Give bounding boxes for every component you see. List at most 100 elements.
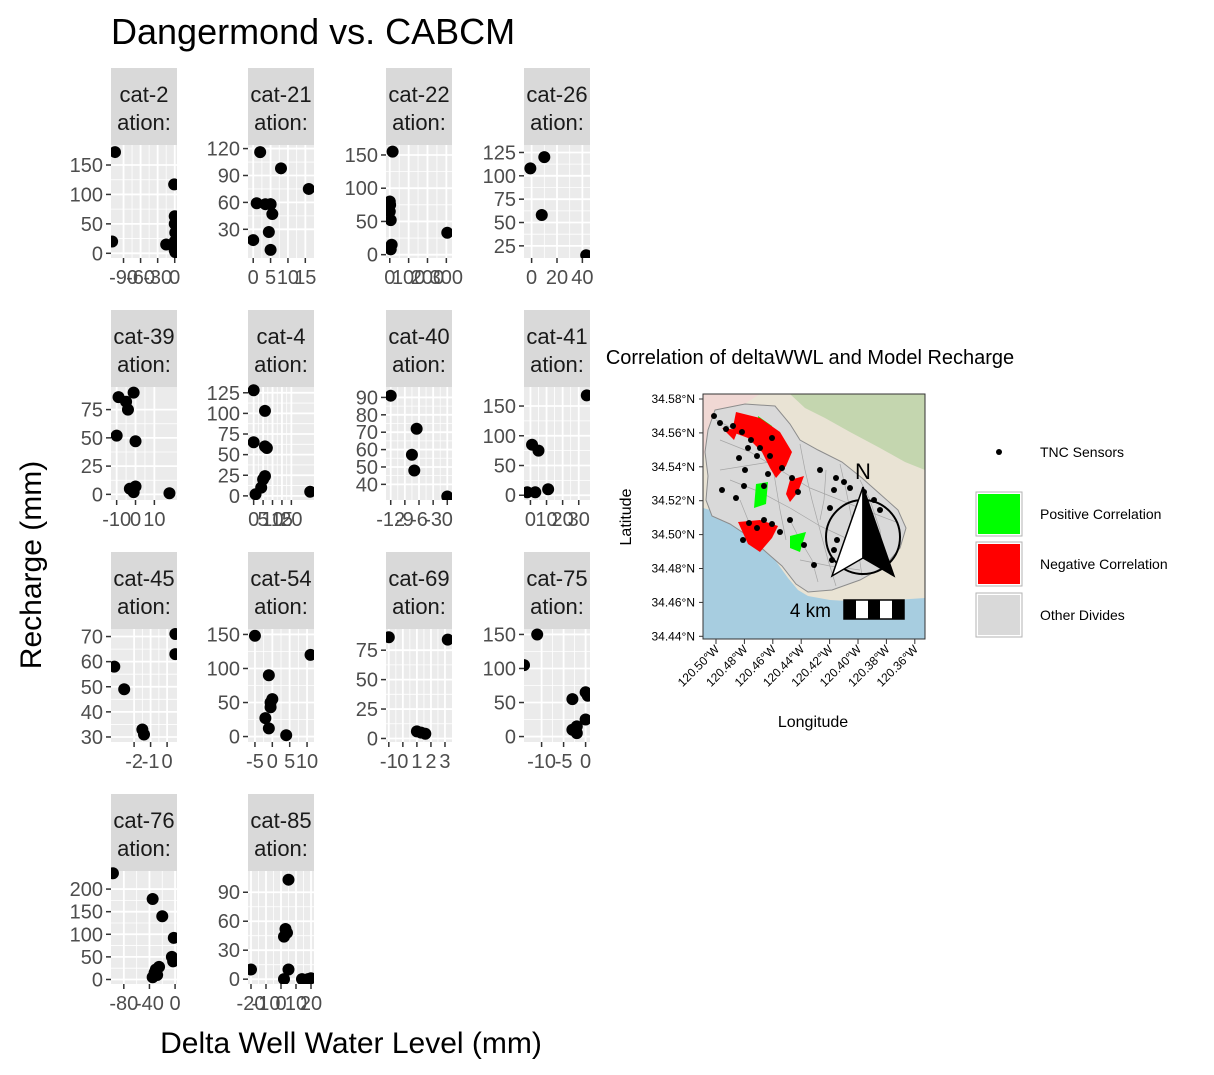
- y-tick-label: 150: [207, 624, 240, 646]
- x-tick-label: 0: [170, 993, 181, 1015]
- tnc-sensor-point: [779, 465, 785, 471]
- scatter-point: [111, 660, 121, 673]
- y-tick-label: 100: [345, 178, 378, 200]
- facet-clip-group: cat-39 ation:: [111, 310, 177, 500]
- facet-strip-label: cat-69: [388, 566, 449, 591]
- facet-strip-label: cat-22: [388, 82, 449, 107]
- scatter-point: [386, 145, 399, 158]
- facet-strip-label: cat-40: [388, 324, 449, 349]
- y-tick-label: 50: [356, 457, 378, 479]
- facet-strip: [111, 552, 177, 629]
- y-tick-label: 0: [92, 484, 103, 506]
- scale-bar-label: 4 km: [790, 601, 831, 622]
- tnc-sensor-point: [748, 437, 754, 443]
- facet-strip-label: ation:: [117, 836, 171, 861]
- legend-key-swatch: [978, 494, 1020, 534]
- scatter-point: [248, 963, 257, 976]
- facet-strip-label: ation:: [530, 352, 584, 377]
- tnc-sensor-point: [739, 429, 745, 435]
- y-tick-label: 25: [218, 465, 240, 487]
- y-tick-label: 90: [218, 165, 240, 187]
- scatter-point: [111, 429, 123, 442]
- scatter-point: [408, 464, 421, 477]
- scatter-point: [168, 178, 177, 191]
- map-lat-tick-label: 34.50°N: [652, 528, 696, 542]
- x-tick-label: 0: [169, 267, 180, 289]
- y-tick-label: 50: [81, 428, 103, 450]
- scatter-point: [264, 243, 277, 256]
- scatter-point: [163, 487, 176, 500]
- x-tick-label: 0: [275, 993, 286, 1015]
- scatter-point: [524, 162, 537, 175]
- facet-strip-label: ation:: [254, 836, 308, 861]
- y-tick-label: 100: [483, 166, 516, 188]
- y-tick-label: 0: [505, 727, 516, 749]
- tnc-sensor-point: [754, 525, 760, 531]
- map-lat-tick-label: 34.46°N: [652, 595, 696, 609]
- y-tick-label: 150: [483, 624, 516, 646]
- scatter-point: [259, 712, 272, 725]
- scatter-point: [280, 729, 293, 742]
- y-tick-label: 0: [505, 485, 516, 507]
- facet-clip-group: cat-22 ation:: [386, 68, 452, 258]
- tnc-sensor-point: [717, 420, 723, 426]
- scatter-point: [258, 404, 271, 417]
- x-tick-label: 0: [384, 267, 395, 289]
- tnc-sensor-point: [754, 453, 760, 459]
- x-tick-label: 40: [571, 267, 593, 289]
- north-arrow-east-half-icon: [862, 486, 896, 578]
- x-tick-label: 0: [442, 509, 453, 531]
- legend-label: Positive Correlation: [1040, 506, 1161, 522]
- scatter-point: [167, 955, 177, 968]
- x-tick-label: 0: [267, 751, 278, 773]
- y-tick-label: 50: [494, 456, 516, 478]
- y-tick-label: 150: [483, 396, 516, 418]
- negative-correlation-area: [732, 412, 792, 478]
- facet-strip-label: cat-39: [113, 324, 174, 349]
- x-tick-label: 15: [294, 267, 316, 289]
- x-tick-label: 20: [546, 267, 568, 289]
- map-lat-tick-label: 34.54°N: [652, 460, 696, 474]
- facet-strip-label: cat-85: [250, 808, 311, 833]
- facet-strip-label: ation:: [392, 594, 446, 619]
- scatter-point: [250, 197, 263, 210]
- y-tick-label: 150: [345, 145, 378, 167]
- scatter-point: [129, 435, 142, 448]
- x-tick-label: 1: [411, 751, 422, 773]
- tnc-sensor-point: [736, 455, 742, 461]
- facet-clip-group: cat-45 ation:: [111, 552, 177, 742]
- scatter-point: [532, 444, 545, 457]
- scatter-point: [262, 225, 275, 238]
- tnc-sensor-point: [787, 517, 793, 523]
- scatter-point: [386, 243, 397, 256]
- map-lat-tick-label: 34.48°N: [652, 562, 696, 576]
- y-tick-label: 120: [207, 139, 240, 161]
- tnc-sensor-point: [811, 562, 817, 568]
- x-tick-label: 30: [568, 509, 590, 531]
- scatter-point: [410, 422, 423, 435]
- north-arrow-label: N: [855, 459, 871, 484]
- scatter-point: [566, 693, 579, 706]
- figure-title: Dangermond vs. CABCM: [111, 11, 515, 52]
- y-tick-label: 75: [218, 424, 240, 446]
- facet-clip-group: cat-26 ation:: [524, 68, 590, 258]
- scatter-point: [386, 631, 395, 644]
- scatter-point: [248, 234, 260, 247]
- scatter-point: [264, 198, 277, 211]
- map-frame: [702, 393, 926, 640]
- scatter-point: [266, 208, 279, 221]
- y-tick-label: 30: [218, 940, 240, 962]
- y-tick-label: 70: [81, 627, 103, 649]
- y-tick-label: 75: [494, 189, 516, 211]
- y-tick-label: 100: [207, 403, 240, 425]
- x-tick-label: 5: [284, 751, 295, 773]
- facet-strip: [248, 552, 314, 629]
- scatter-point: [441, 226, 452, 239]
- tnc-sensor-point: [741, 483, 747, 489]
- x-tick-label: -90: [109, 267, 138, 289]
- facet-strip: [111, 310, 177, 387]
- scatter-point: [111, 867, 119, 880]
- x-tick-label: 0: [162, 751, 173, 773]
